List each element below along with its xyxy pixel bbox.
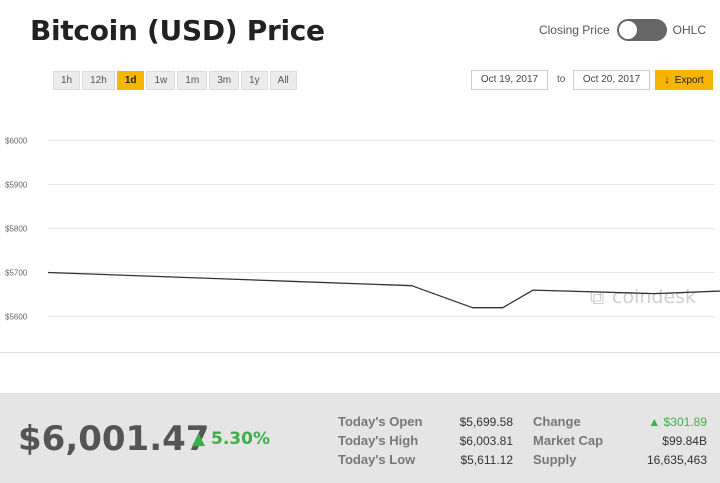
y-tick-label: $5700 [5, 269, 28, 278]
export-button[interactable]: ↓ Export [655, 70, 713, 90]
download-arrow-icon: ↓ [664, 74, 670, 86]
date-to-label: to [557, 74, 566, 85]
change-up-triangle-icon: ▲ [648, 415, 664, 429]
market-cap-label: Market Cap [533, 433, 604, 448]
y-tick-label: $5600 [5, 313, 28, 322]
price-mode-toggle[interactable] [616, 19, 667, 41]
range-button-1y[interactable]: 1y [241, 71, 268, 90]
range-button-all[interactable]: All [269, 71, 297, 90]
change-label: Change [533, 414, 581, 429]
date-from-input[interactable]: Oct 19, 2017 [471, 70, 548, 90]
change-percent-value: 5.30% [211, 429, 270, 449]
price-chart: $5600$5700$5800$5900$600018:0020. Oct06:… [0, 137, 720, 353]
ohlc-label: OHLC [672, 23, 706, 37]
price-series-line [47, 271, 720, 309]
todays-low-label: Today's Low [338, 452, 416, 467]
toggle-knob [618, 21, 637, 39]
range-button-3m[interactable]: 3m [209, 71, 240, 90]
todays-low-value: $5,611.12 [460, 453, 514, 467]
range-button-1h[interactable]: 1h [53, 71, 81, 90]
range-buttons: 1h 12h 1d 1w 1m 3m 1y All [53, 71, 299, 90]
closing-price-label: Closing Price [538, 23, 610, 37]
supply-label: Supply [533, 452, 577, 467]
market-cap-value: $99.84B [662, 434, 707, 448]
export-label: Export [674, 74, 704, 86]
current-price: $6,001.47 [18, 419, 210, 459]
stats-panel: $6,001.47 ▲ 5.30% Today's Open $5,699.58… [0, 393, 720, 483]
y-tick-label: $5800 [5, 225, 28, 234]
page-title: Bitcoin (USD) Price [30, 14, 325, 47]
coindesk-watermark: ⧉ coindesk [590, 285, 696, 309]
y-tick-label: $6000 [5, 137, 28, 146]
price-mode-toggle-group: Closing Price OHLC [539, 19, 706, 41]
watermark-text: coindesk [612, 286, 696, 308]
todays-high-label: Today's High [338, 433, 419, 448]
date-to-input[interactable]: Oct 20, 2017 [573, 70, 650, 90]
y-tick-label: $5900 [5, 181, 28, 190]
change-value: ▲ $301.89 [610, 415, 707, 429]
coindesk-logo-icon: ⧉ [590, 285, 604, 309]
supply-value: 16,635,463 [646, 453, 707, 467]
todays-open-value: $5,699.58 [459, 415, 513, 429]
range-button-1d[interactable]: 1d [116, 71, 145, 90]
todays-high-value: $6,003.81 [459, 434, 513, 448]
change-percent: ▲ 5.30% [192, 429, 270, 449]
todays-open-label: Today's Open [338, 414, 423, 429]
range-button-1w[interactable]: 1w [146, 71, 176, 90]
range-button-12h[interactable]: 12h [82, 71, 115, 90]
change-amount: $301.89 [663, 415, 707, 429]
up-triangle-icon: ▲ [192, 429, 206, 449]
range-button-1m[interactable]: 1m [177, 71, 208, 90]
